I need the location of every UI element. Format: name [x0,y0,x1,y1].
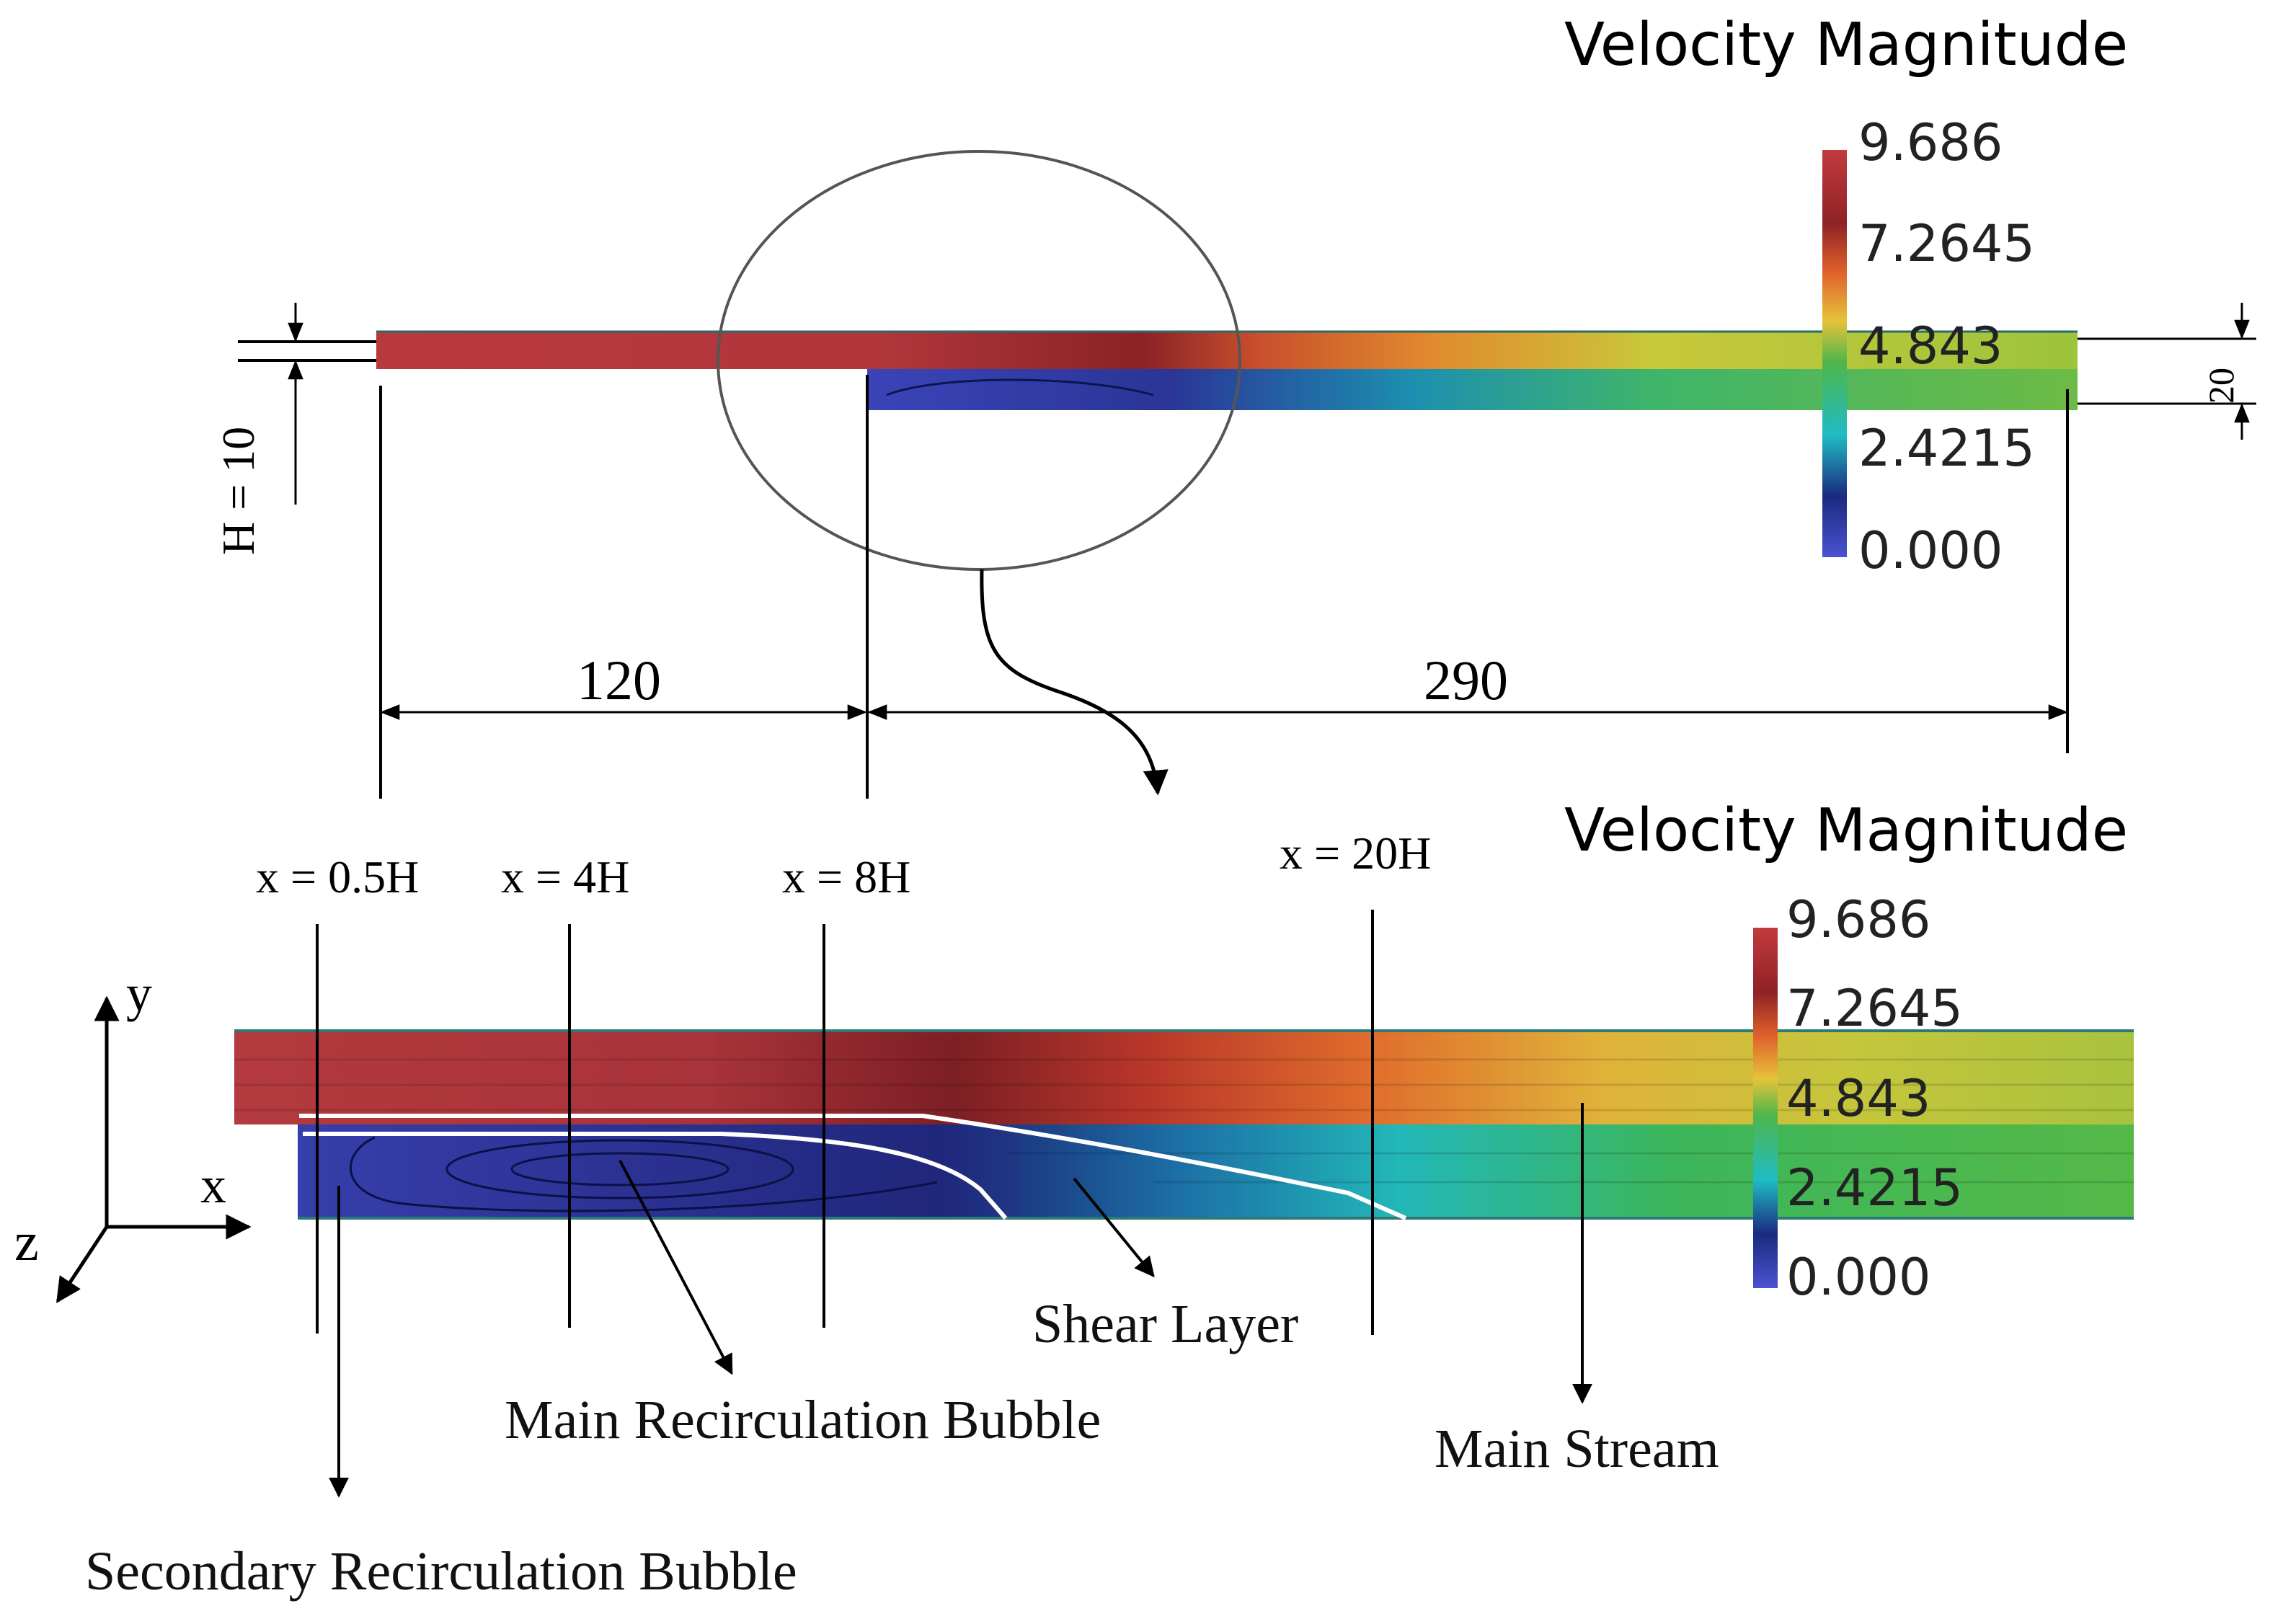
outlet-length-label: 290 [1424,649,1508,711]
top-tick-5: 0.000 [1858,521,2003,580]
top-tick-3: 4.843 [1858,316,2003,376]
main-bubble-arrow [619,1160,733,1375]
station-label-0-5h: x = 0.5H [256,851,419,902]
secondary-vortex-streamline [350,1136,938,1212]
bottom-tick-2: 7.2645 [1786,979,1963,1038]
top-colorbar [1822,150,1847,557]
top-panel: Velocity Magnitude H = 10 20 120 290 [213,11,2256,799]
main-recirculation-label: Main Recirculation Bubble [505,1390,1101,1450]
recirculation-boundary [303,1132,1008,1220]
secondary-recirculation-label: Secondary Recirculation Bubble [85,1541,797,1602]
top-tick-4: 2.4215 [1858,419,2035,478]
inlet-length-label: 120 [577,649,661,711]
top-colorbar-title: Velocity Magnitude [1564,11,2128,79]
top-recirculation-streamline [886,378,1154,396]
bottom-tick-5: 0.000 [1786,1248,1930,1307]
shear-layer-arrow [1073,1177,1155,1278]
bottom-tick-3: 4.843 [1786,1069,1930,1128]
channel-height-label: 20 [2201,368,2241,404]
y-axis-label: y [126,964,152,1022]
top-inlet-channel [376,332,2078,369]
station-label-20h: x = 20H [1280,827,1431,879]
bottom-tick-1: 9.686 [1786,890,1930,949]
zoom-arrow [980,569,1169,796]
shear-layer-label: Shear Layer [1032,1294,1298,1354]
station-label-8h: x = 8H [782,851,910,902]
bottom-main-channel [234,1031,2134,1124]
top-tick-2: 7.2645 [1858,214,2035,273]
station-label-4h: x = 4H [501,851,629,902]
bottom-colorbar [1753,928,1778,1288]
shear-layer-boundary [299,1114,1407,1220]
z-axis-label: z [14,1212,39,1272]
top-tick-1: 9.686 [1858,113,2003,172]
x-axis-label: x [200,1156,226,1214]
zoom-ellipse [717,150,1241,571]
bottom-tick-4: 2.4215 [1786,1158,1963,1217]
top-colorbar-ticks: 9.686 7.2645 4.843 2.4215 0.000 [1858,113,2035,580]
bottom-colorbar-ticks: 9.686 7.2645 4.843 2.4215 0.000 [1786,890,1963,1307]
step-height-label: H = 10 [213,427,264,555]
top-step-region [867,369,2078,410]
main-stream-label: Main Stream [1435,1419,1719,1479]
main-vortex-core [445,1139,794,1199]
bottom-colorbar-title: Velocity Magnitude [1564,797,2128,865]
bottom-panel: Velocity Magnitude x = 0.5H x = 4H x = 8… [14,797,2134,1602]
coordinate-axes: y x z [14,964,252,1303]
